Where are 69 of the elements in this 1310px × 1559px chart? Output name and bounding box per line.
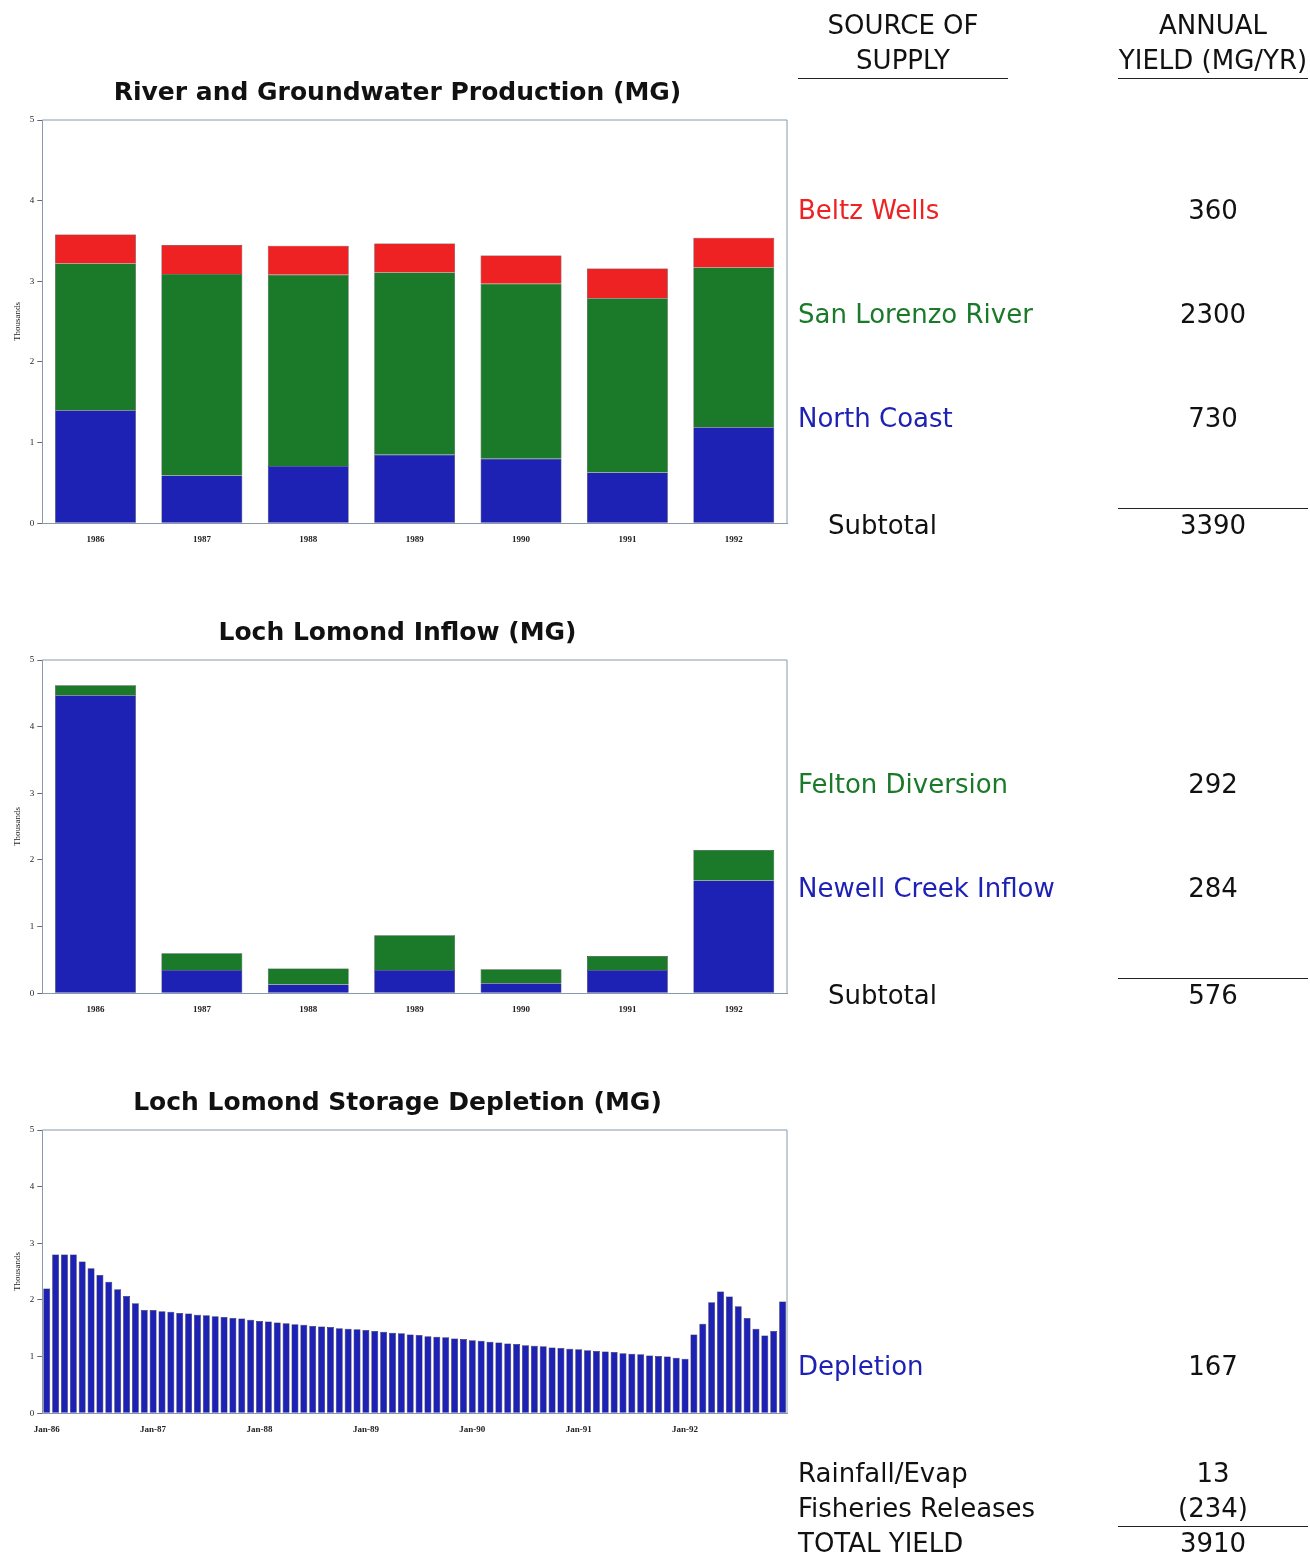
x-tick-label: 1990 [512,533,531,544]
x-tick-label: 1987 [192,1003,212,1014]
series-label: Beltz Wells [798,195,940,225]
text: 576 [1118,978,1308,1012]
y-tick-label: 4 [29,1181,35,1191]
y-tick-label: 1 [29,920,35,931]
text: Rainfall/Evap [798,1457,968,1490]
chart-title: Loch Lomond Storage Depletion (MG) [133,1086,662,1116]
text: TOTAL YIELD [798,1527,964,1559]
x-tick-label: 1992 [724,1003,744,1014]
y-tick-label: 4 [29,721,35,731]
y-tick-label: 5 [29,1124,35,1135]
legend-title: SOURCE OF SUPPLY [798,8,1008,79]
x-tick-label: Jan-92 [672,1423,699,1434]
y-tick-label: 3 [29,787,35,798]
y-tick-label: 5 [29,654,35,665]
y-tick-label: 0 [29,1407,35,1418]
y-tick-label: 0 [29,987,35,998]
y-tick-label: 0 [29,517,35,528]
x-tick-label: 1988 [299,1003,318,1014]
text: 13 [1195,1457,1231,1490]
x-tick-label: 1989 [405,1003,425,1014]
text: 2300 [1178,299,1248,329]
y-tick-label: 1 [29,1350,35,1361]
series-label: Newell Creek Inflow [798,873,1055,903]
text: 3910 [1118,1526,1308,1559]
text: (234) [1177,1492,1249,1525]
text: 730 [1187,403,1239,433]
y-tick-label: 3 [29,275,35,286]
text: 360 [1187,195,1239,225]
text: Subtotal [827,979,937,1012]
x-tick-label: Jan-89 [352,1423,380,1434]
text: Fisheries Releases [798,1492,1036,1525]
y-axis-title: Thousands [11,1251,22,1292]
x-tick-label: Jan-87 [140,1423,167,1434]
x-tick-label: 1992 [724,533,744,544]
x-tick-label: 1990 [512,1003,531,1014]
x-tick-label: 1986 [86,1003,105,1014]
text: 167 [1187,1351,1239,1381]
x-tick-label: 1991 [618,533,637,544]
y-tick-label: 3 [29,1237,35,1248]
y-tick-label: 1 [29,436,35,447]
text: 284 [1187,873,1239,903]
chart-title: Loch Lomond Inflow (MG) [218,616,577,646]
y-tick-label: 4 [29,195,35,205]
x-tick-label: 1988 [299,533,318,544]
text: 3390 [1118,508,1308,542]
y-axis-title: Thousands [11,301,22,342]
y-tick-label: 2 [29,1294,35,1305]
series-label: Depletion [798,1351,924,1381]
x-tick-label: 1991 [618,1003,637,1014]
x-tick-label: 1986 [86,533,105,544]
chart-title: River and Groundwater Production (MG) [113,76,682,106]
text: Subtotal [827,509,937,542]
text: Felton Diversion [798,769,1009,799]
series-label: San Lorenzo River [798,299,1033,329]
text: 292 [1187,769,1239,799]
y-tick-label: 5 [29,114,35,125]
text: ANNUAL YIELD (MG/YR) [1118,8,1308,79]
x-tick-label: Jan-90 [459,1423,486,1434]
x-tick-label: 1987 [192,533,212,544]
x-tick-label: Jan-88 [246,1423,273,1434]
y-tick-label: 2 [29,854,35,865]
x-tick-label: Jan-91 [565,1423,593,1434]
series-label: North Coast [798,403,953,433]
y-axis-title: Thousands [11,806,22,847]
x-tick-label: Jan-86 [33,1423,61,1434]
y-tick-label: 2 [29,356,35,367]
x-tick-label: 1989 [405,533,425,544]
